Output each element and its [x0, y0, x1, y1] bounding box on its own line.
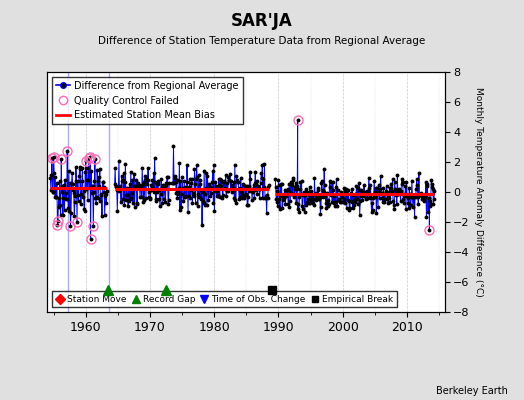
Text: SAR'JA: SAR'JA [231, 12, 293, 30]
Legend: Station Move, Record Gap, Time of Obs. Change, Empirical Break: Station Move, Record Gap, Time of Obs. C… [52, 291, 397, 308]
Text: Berkeley Earth: Berkeley Earth [436, 386, 508, 396]
Y-axis label: Monthly Temperature Anomaly Difference (°C): Monthly Temperature Anomaly Difference (… [474, 87, 484, 297]
Text: Difference of Station Temperature Data from Regional Average: Difference of Station Temperature Data f… [99, 36, 425, 46]
